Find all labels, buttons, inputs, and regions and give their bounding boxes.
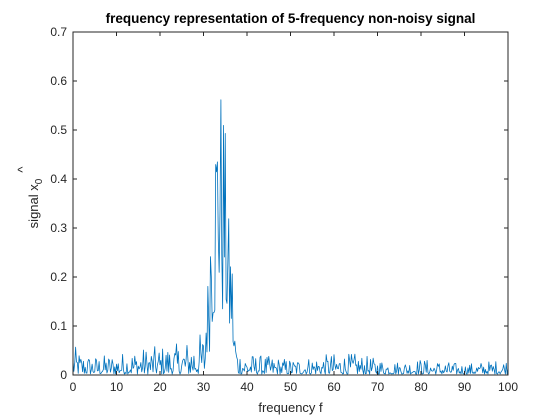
series-line (72, 99, 509, 375)
y-axis-label: signal x0 (26, 178, 45, 228)
y-tick-label: 0.2 (50, 270, 67, 284)
y-tick-label: 0.3 (50, 221, 67, 235)
y-axis-label-main: signal x (26, 184, 41, 229)
x-axis-ticks: 0 10 20 30 40 50 60 70 80 90 100 (70, 32, 518, 394)
x-tick-label: 10 (110, 380, 124, 394)
y-tick-label: 0.4 (50, 172, 67, 186)
x-tick-label: 80 (414, 380, 428, 394)
x-tick-label: 40 (240, 380, 254, 394)
y-axis-label-subscript: 0 (34, 178, 45, 184)
y-tick-label: 0.1 (50, 319, 67, 333)
x-tick-label: 20 (153, 380, 167, 394)
x-tick-label: 50 (284, 380, 298, 394)
y-tick-label: 0.6 (50, 74, 67, 88)
y-tick-label: 0.7 (50, 25, 67, 39)
plot-frame (72, 31, 509, 376)
y-axis-label-hat: ^ (15, 166, 30, 173)
y-axis-label-group: signal x0 ^ (15, 166, 45, 229)
chart-title: frequency representation of 5-frequency … (106, 11, 476, 26)
y-tick-label: 0 (60, 368, 67, 382)
x-tick-label: 90 (458, 380, 472, 394)
series-layer (72, 99, 509, 375)
x-tick-label: 60 (327, 380, 341, 394)
x-tick-label: 0 (70, 380, 77, 394)
x-axis-label: frequency f (258, 400, 323, 415)
x-tick-label: 30 (197, 380, 211, 394)
y-tick-label: 0.5 (50, 123, 67, 137)
x-tick-label: 70 (371, 380, 385, 394)
y-axis-ticks: 0 0.1 0.2 0.3 0.4 0.5 0.6 0.7 (50, 25, 508, 382)
plot-area-background (73, 32, 508, 375)
x-tick-label: 100 (498, 380, 518, 394)
